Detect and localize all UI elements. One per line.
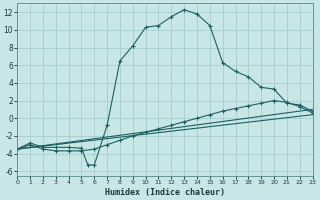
X-axis label: Humidex (Indice chaleur): Humidex (Indice chaleur) xyxy=(105,188,225,197)
